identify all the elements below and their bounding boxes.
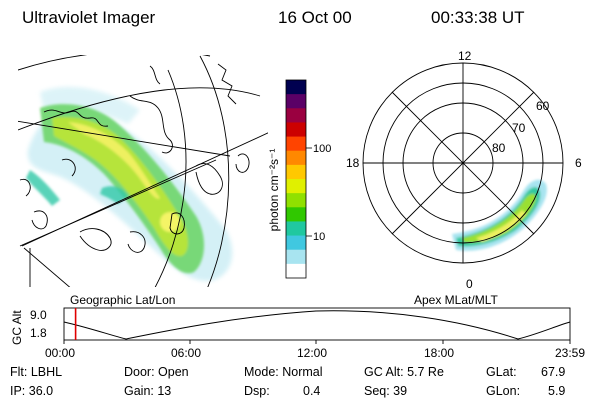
colorbar-cell xyxy=(286,80,306,95)
info-glat-value: 67.9 xyxy=(541,365,566,379)
gc-alt-axis-title: GC Alt xyxy=(10,310,24,345)
colorbar-cell xyxy=(286,235,306,251)
colorbar-gradient xyxy=(286,80,306,279)
colorbar-cell xyxy=(286,221,306,237)
info-seq: Seq: 39 xyxy=(364,384,408,398)
time-tick-1200: 12:00 xyxy=(297,346,328,360)
colorbar-cell xyxy=(286,122,306,138)
mlat-label-70: 70 xyxy=(512,121,526,135)
time-label: 00:33:38 UT xyxy=(431,8,525,27)
colorbar-cell xyxy=(286,249,306,265)
time-tick-2359: 23:59 xyxy=(555,346,586,360)
polar-plot: 12 18 6 0 60 70 80 xyxy=(346,48,584,291)
instrument-title: Ultraviolet Imager xyxy=(22,8,156,27)
colorbar-cell xyxy=(286,136,306,152)
info-glon-value: 5.9 xyxy=(548,384,566,398)
colorbar-cell xyxy=(286,94,306,109)
geo-coastlines xyxy=(19,63,250,253)
altitude-panel xyxy=(63,307,571,344)
info-glon-label: GLon: xyxy=(486,384,521,398)
polar-grid xyxy=(362,62,564,264)
time-tick-1800: 18:00 xyxy=(424,346,455,360)
colorbar-cell xyxy=(286,207,306,223)
mlt-label-0: 0 xyxy=(466,277,473,291)
info-gc-alt: GC Alt: 5.7 Re xyxy=(364,365,444,379)
colorbar-cell xyxy=(286,193,306,208)
info-glat-label: GLat: xyxy=(486,365,517,379)
colorbar-cell xyxy=(286,263,306,279)
info-ip: IP: 36.0 xyxy=(10,384,54,398)
info-mode: Mode: Normal xyxy=(244,365,323,379)
colorbar-cell xyxy=(286,179,306,194)
colorbar-tick-label-100: 100 xyxy=(313,143,331,155)
mlt-label-18: 18 xyxy=(346,156,360,170)
geo-auroral-band xyxy=(26,104,205,274)
geographic-map xyxy=(18,55,268,287)
time-tick-0600: 06:00 xyxy=(171,346,202,360)
info-dsp-value: 0.4 xyxy=(303,384,321,398)
colorbar-unit-label: photon cm⁻²s⁻¹ xyxy=(267,149,281,232)
colorbar-cell xyxy=(286,150,306,166)
colorbar-cell xyxy=(286,164,306,180)
info-door: Door: Open xyxy=(124,365,189,379)
geo-map-label: Geographic Lat/Lon xyxy=(70,293,176,307)
colorbar-tick-label-10: 10 xyxy=(313,231,325,243)
date-label: 16 Oct 00 xyxy=(278,8,352,27)
info-gain: Gain: 13 xyxy=(124,384,172,398)
info-dsp-label: Dsp: xyxy=(244,384,270,398)
colorbar-cell xyxy=(286,108,306,124)
time-tick-0000: 00:00 xyxy=(45,346,76,360)
alt-tick-9: 9.0 xyxy=(30,308,47,322)
colorbar: 100 10 photon cm⁻²s⁻¹ xyxy=(267,79,331,279)
geo-grid-lines xyxy=(18,55,268,287)
polar-plot-label: Apex MLat/MLT xyxy=(414,293,498,307)
mlt-label-12: 12 xyxy=(458,49,472,63)
mlat-label-80: 80 xyxy=(492,141,506,155)
mlat-label-60: 60 xyxy=(536,99,550,113)
polar-auroral-oval xyxy=(452,179,547,251)
mlt-label-6: 6 xyxy=(575,156,582,170)
alt-tick-1-8: 1.8 xyxy=(30,326,47,340)
info-flt: Flt: LBHL xyxy=(10,365,63,379)
